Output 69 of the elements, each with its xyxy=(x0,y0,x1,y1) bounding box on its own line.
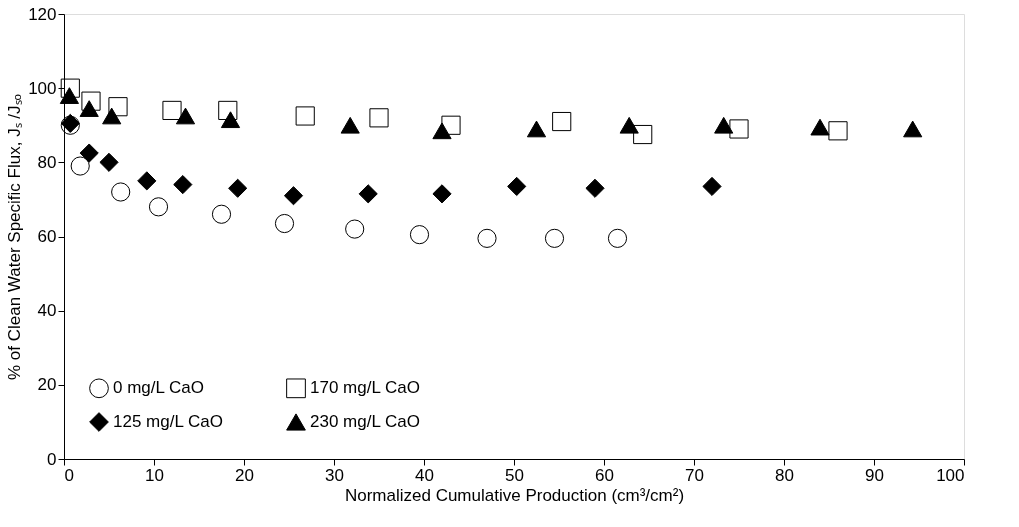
point xyxy=(358,184,378,204)
y-axis-title: % of Clean Water Specific Flux, Jₛ /Jₛₒ xyxy=(5,94,25,380)
legend-label: 0 mg/L CaO xyxy=(113,378,205,398)
x-tick-label: 100 xyxy=(936,465,965,485)
x-tick-label: 10 xyxy=(145,465,164,485)
point xyxy=(162,100,182,120)
point xyxy=(526,120,547,138)
y-tick-label: 20 xyxy=(37,375,57,395)
x-tick-label: 80 xyxy=(775,465,794,485)
point xyxy=(79,100,99,117)
x-tick-label: 50 xyxy=(505,465,524,485)
point xyxy=(148,197,169,217)
point xyxy=(585,178,605,198)
x-tick-label: 0 xyxy=(64,465,74,485)
x-tick-label: 90 xyxy=(865,465,884,485)
point xyxy=(729,119,749,139)
point xyxy=(175,107,196,125)
point xyxy=(507,176,527,197)
y-tick-label: 60 xyxy=(37,227,57,246)
point xyxy=(552,111,572,132)
point xyxy=(79,143,99,163)
point xyxy=(477,228,497,248)
point xyxy=(99,152,119,172)
y-tick-label: 120 xyxy=(28,4,57,24)
point xyxy=(810,118,830,136)
point xyxy=(409,225,430,245)
x-tick-label: 30 xyxy=(325,465,344,485)
point xyxy=(441,115,461,135)
point xyxy=(432,184,452,204)
x-tick-label: 70 xyxy=(685,465,704,485)
point xyxy=(70,156,90,176)
point xyxy=(903,120,923,138)
point xyxy=(228,178,248,198)
point xyxy=(111,182,131,202)
x-tick-label: 20 xyxy=(235,465,254,485)
y-tick-label: 40 xyxy=(37,301,57,321)
point xyxy=(619,116,639,134)
point xyxy=(218,100,238,120)
point xyxy=(432,122,452,140)
legend-label: 125 mg/L CaO xyxy=(113,412,223,431)
point xyxy=(283,186,304,206)
point xyxy=(633,124,653,145)
point xyxy=(108,97,128,117)
legend-label: 230 mg/L CaO xyxy=(310,412,420,431)
point xyxy=(702,176,722,197)
point xyxy=(345,219,365,239)
point xyxy=(102,107,122,125)
x-tick-label: 40 xyxy=(415,465,434,485)
point xyxy=(295,106,315,126)
point xyxy=(544,228,565,248)
point xyxy=(137,171,157,191)
y-tick-label: 100 xyxy=(28,78,57,98)
point xyxy=(369,108,389,128)
point xyxy=(81,91,101,111)
point xyxy=(714,116,734,134)
point xyxy=(220,111,241,129)
point xyxy=(340,116,360,134)
x-axis-title: Normalized Cumulative Production (cm³/cm²) xyxy=(344,485,685,505)
point xyxy=(173,175,193,195)
y-tick-label: 80 xyxy=(37,152,57,172)
legend-label: 170 mg/L CaO xyxy=(310,378,420,398)
y-tick-label: 0 xyxy=(47,449,57,469)
point xyxy=(828,121,848,141)
point xyxy=(274,213,295,234)
point xyxy=(211,204,232,224)
point xyxy=(60,78,80,98)
point xyxy=(607,228,628,248)
x-tick-label: 60 xyxy=(595,465,614,485)
point xyxy=(59,87,79,104)
